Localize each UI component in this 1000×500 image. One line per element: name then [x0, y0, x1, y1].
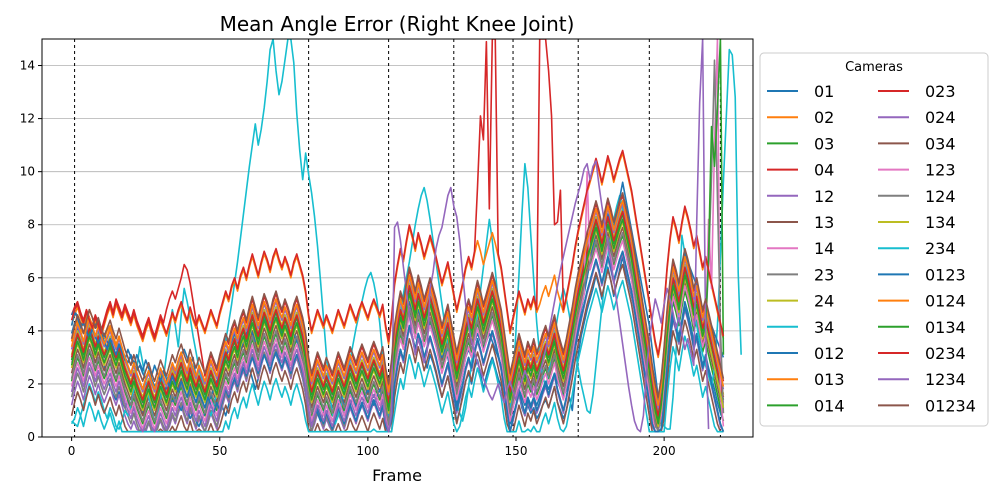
chart-title: Mean Angle Error (Right Knee Joint)	[220, 12, 575, 36]
series-group	[70, 39, 742, 433]
legend-label-04: 04	[814, 161, 834, 180]
legend-label-02: 02	[814, 108, 834, 127]
legend-label-234: 234	[925, 239, 956, 258]
series-line-023	[70, 210, 725, 417]
legend-label-13: 13	[814, 213, 834, 232]
series-line-234	[70, 279, 724, 433]
y-tick-label: 12	[20, 112, 35, 126]
y-tick-label: 10	[20, 165, 35, 179]
x-tick-label: 150	[505, 444, 528, 458]
series-line-123	[70, 39, 725, 433]
legend-label-014: 014	[814, 396, 845, 415]
legend-label-012: 012	[814, 344, 845, 363]
legend: Cameras 01 02 03 04 12 13 14 23 24 34 012 013 014 023…	[759, 52, 989, 427]
series-layer	[70, 39, 742, 433]
legend-label-0234: 0234	[925, 344, 966, 363]
legend-title: Cameras	[845, 60, 903, 75]
x-tick-label: 0	[68, 444, 76, 458]
legend-label-03: 03	[814, 134, 834, 153]
legend-label-124: 124	[925, 187, 956, 206]
legend-label-14: 14	[814, 239, 834, 258]
y-tick-label: 8	[27, 218, 35, 232]
legend-label-0134: 0134	[925, 318, 966, 337]
x-tick-label: 50	[212, 444, 227, 458]
series-line-0124	[70, 200, 725, 406]
y-tick-label: 6	[27, 271, 35, 285]
y-tick-label: 0	[27, 430, 35, 444]
legend-label-0124: 0124	[925, 292, 966, 311]
series-line-01234	[70, 192, 725, 399]
legend-label-123: 123	[925, 161, 956, 180]
legend-label-034: 034	[925, 134, 956, 153]
legend-label-01: 01	[814, 82, 834, 101]
x-axis-label: Frame	[372, 466, 422, 485]
legend-frame	[759, 52, 989, 427]
legend-label-24: 24	[814, 292, 834, 311]
series-line-0123	[70, 250, 725, 433]
legend-label-34: 34	[814, 318, 834, 337]
series-line-1234	[70, 39, 710, 433]
x-tick-label: 100	[356, 444, 379, 458]
y-tick-label: 14	[20, 59, 35, 73]
legend-label-23: 23	[814, 265, 834, 284]
plot-frame	[41, 38, 754, 438]
tick-layer: 0 50 100 150 200 0 2 4 6 8 10 12 14	[20, 59, 676, 458]
legend-items: 01 02 03 04 12 13 14 23 24 34 012 013 014 023 024 034 12…	[767, 82, 976, 415]
legend-label-013: 013	[814, 370, 845, 389]
legend-label-0123: 0123	[925, 265, 966, 284]
legend-label-1234: 1234	[925, 370, 966, 389]
legend-label-023: 023	[925, 82, 956, 101]
x-tick-label: 200	[653, 444, 676, 458]
series-line-0234	[70, 39, 725, 356]
legend-label-01234: 01234	[925, 396, 976, 415]
y-tick-label: 4	[27, 324, 35, 338]
y-tick-label: 2	[27, 377, 35, 391]
legend-label-024: 024	[925, 108, 956, 127]
series-line-0134	[70, 39, 725, 425]
legend-label-134: 134	[925, 213, 956, 232]
legend-label-12: 12	[814, 187, 834, 206]
